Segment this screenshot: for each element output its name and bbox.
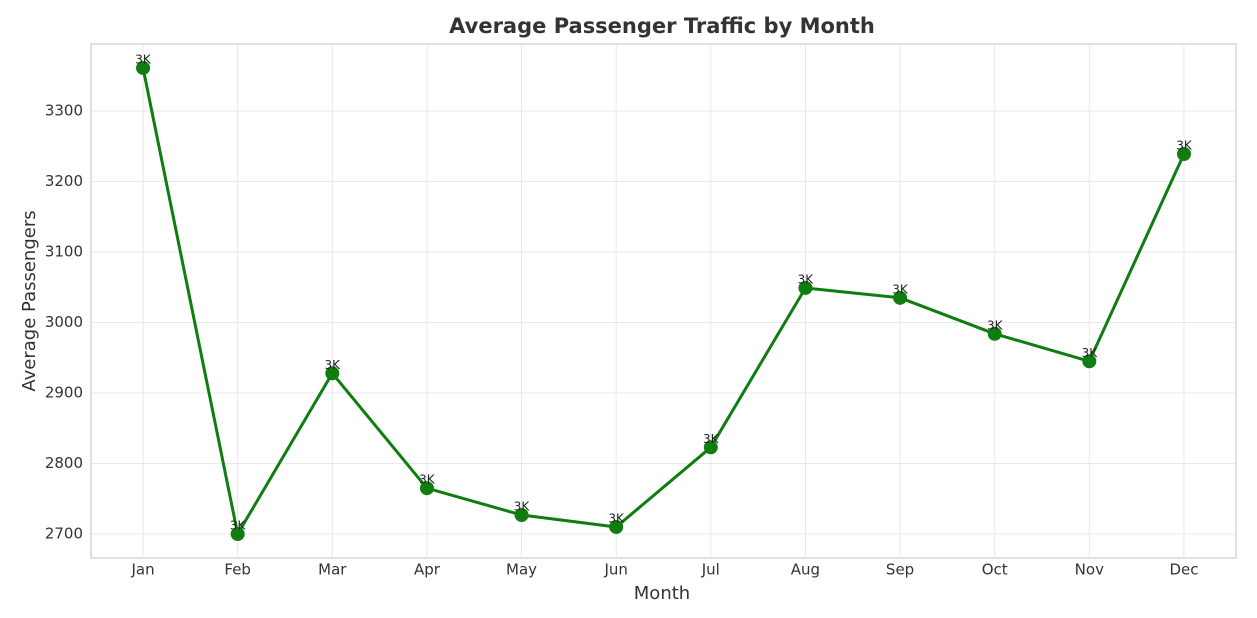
x-tick-label: Jun bbox=[603, 561, 627, 579]
value-label: 3K bbox=[608, 511, 625, 525]
value-label: 3K bbox=[987, 318, 1004, 332]
y-axis-label: Average Passengers bbox=[19, 210, 40, 391]
marker bbox=[703, 440, 718, 455]
x-tick-label: May bbox=[506, 561, 537, 579]
line bbox=[141, 67, 1186, 536]
marker bbox=[325, 366, 340, 381]
marker bbox=[419, 481, 434, 496]
marker bbox=[230, 527, 245, 542]
marker bbox=[798, 280, 813, 295]
marker bbox=[1082, 354, 1097, 369]
y-tick-label: 2800 bbox=[45, 454, 83, 472]
x-tick-label: Jul bbox=[701, 561, 720, 579]
y-tick-label: 3100 bbox=[45, 242, 83, 260]
x-tick-label: Dec bbox=[1169, 561, 1198, 579]
value-label: 3K bbox=[514, 499, 531, 513]
y-tick-label: 3300 bbox=[45, 101, 83, 119]
y-tick-label: 2900 bbox=[45, 384, 83, 402]
y-tick-label: 2700 bbox=[45, 525, 83, 543]
x-axis-label: Month bbox=[634, 583, 690, 604]
chart-title: Average Passenger Traffic by Month bbox=[449, 14, 875, 38]
value-label: 3K bbox=[325, 358, 342, 372]
x-tick-label: Apr bbox=[414, 561, 441, 579]
marker bbox=[609, 519, 624, 534]
marker bbox=[514, 507, 529, 522]
value-label: 3K bbox=[798, 272, 815, 286]
y-tick-label: 3200 bbox=[45, 172, 83, 190]
x-tick-label: Nov bbox=[1075, 561, 1104, 579]
x-tick-label: Jan bbox=[130, 561, 154, 579]
value-label: 3K bbox=[230, 519, 247, 533]
plot-area bbox=[90, 43, 1237, 559]
value-label: 3K bbox=[892, 282, 909, 296]
value-label: 3K bbox=[1176, 138, 1193, 152]
x-tick-label: Feb bbox=[224, 561, 251, 579]
value-label: 3K bbox=[419, 473, 436, 487]
value-label: 3K bbox=[703, 432, 720, 446]
marker bbox=[136, 60, 151, 75]
marker bbox=[893, 290, 908, 305]
value-label: 3K bbox=[135, 52, 152, 66]
x-tick-label: Oct bbox=[982, 561, 1008, 579]
x-tick-label: Mar bbox=[318, 561, 347, 579]
x-tick-label: Aug bbox=[791, 561, 820, 579]
y-tick-label: 3000 bbox=[45, 313, 83, 331]
marker bbox=[1176, 146, 1191, 161]
x-tick-label: Sep bbox=[886, 561, 914, 579]
marker bbox=[987, 326, 1002, 341]
value-label: 3K bbox=[1082, 346, 1099, 360]
